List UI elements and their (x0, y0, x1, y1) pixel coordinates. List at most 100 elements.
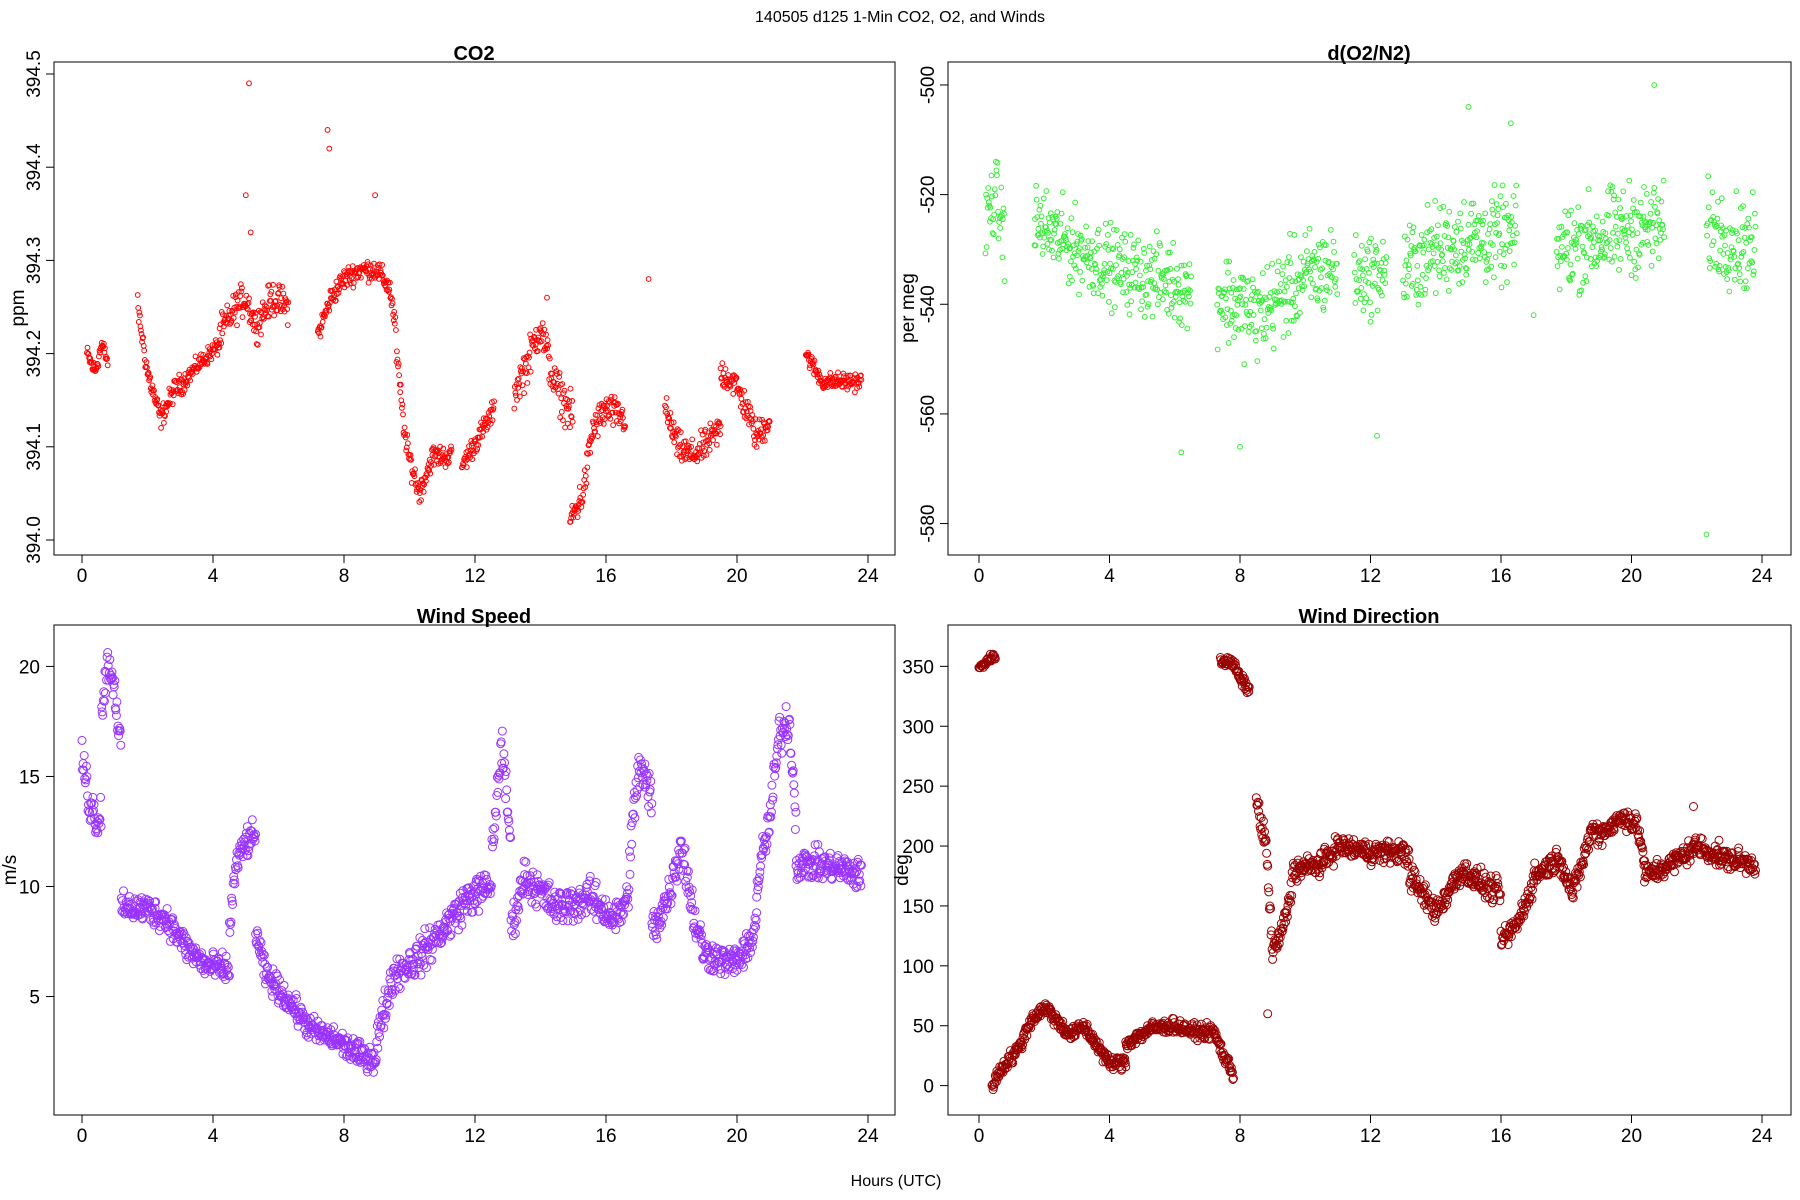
co2-point (169, 401, 176, 408)
o2-point (1506, 248, 1513, 255)
co2-point (754, 431, 761, 437)
o2-point (1311, 248, 1318, 255)
o2-point (1310, 280, 1316, 287)
wind_direction-y-tick-label: 350 (902, 657, 934, 678)
co2-point (267, 291, 274, 298)
co2-point (719, 360, 726, 367)
co2-point (349, 263, 356, 270)
co2-point (270, 281, 276, 288)
o2-point (1731, 276, 1738, 283)
o2-point (1099, 292, 1106, 299)
co2-point (463, 464, 470, 471)
o2-point (1605, 212, 1612, 219)
o2-point (1121, 231, 1128, 238)
o2-point (1240, 276, 1247, 283)
co2-point (358, 274, 364, 281)
o2-point (1463, 271, 1470, 278)
o2-point (1276, 288, 1283, 295)
co2-point (204, 361, 211, 367)
o2-point (1161, 276, 1167, 283)
o2-point (1153, 251, 1160, 258)
o2-point (1599, 218, 1606, 225)
co2-point (104, 362, 111, 369)
o2-point (1289, 278, 1296, 285)
co2-panel-title: CO2 (453, 43, 494, 65)
o2-point (1402, 262, 1409, 269)
o2-point (1718, 195, 1725, 202)
co2-point (750, 425, 757, 432)
o2-point (1443, 220, 1449, 227)
o2-point (1333, 260, 1340, 267)
o2-point (1307, 268, 1313, 275)
o2-point (1436, 273, 1443, 280)
o2-point (1597, 237, 1603, 244)
co2-point (557, 414, 564, 421)
co2-point (268, 288, 275, 295)
o2-point (1634, 230, 1641, 237)
co2-point (448, 446, 455, 453)
co2-point (271, 312, 278, 319)
o2-plot-frame (947, 61, 1792, 556)
co2-point (608, 393, 615, 400)
o2-point (1358, 242, 1365, 249)
o2-point (1298, 254, 1304, 261)
wind_speed-point (502, 785, 512, 795)
o2-point (1445, 288, 1452, 294)
o2-point (1059, 189, 1066, 196)
o2-point (1243, 296, 1249, 303)
o2-point (1431, 234, 1437, 241)
o2-point (1615, 230, 1621, 237)
wind_speed-point (499, 749, 509, 759)
o2-point (1187, 300, 1194, 307)
o2-point (1512, 202, 1519, 209)
o2-point (1648, 199, 1654, 205)
co2-point (380, 277, 387, 284)
co2-point (580, 491, 586, 498)
o2-point (1584, 254, 1590, 261)
o2-point (1512, 222, 1518, 229)
o2-point (1448, 267, 1455, 273)
co2-point (689, 436, 696, 443)
o2-point (1116, 246, 1123, 253)
o2-point (1032, 242, 1039, 249)
o2-point (1178, 449, 1185, 456)
o2-point (1225, 269, 1231, 276)
o2-point (1475, 213, 1482, 219)
o2-point (1426, 264, 1433, 271)
o2-point (1044, 241, 1051, 247)
o2-point (1588, 234, 1595, 241)
co2-point (731, 380, 738, 386)
o2-point (992, 192, 999, 199)
co2-point (140, 334, 147, 341)
o2-point (1127, 231, 1134, 238)
o2-point (1175, 276, 1181, 283)
o2-point (1565, 245, 1571, 251)
co2-y-tick-label: 394.0 (24, 516, 45, 564)
o2-point (1610, 229, 1616, 236)
o2-point (1493, 201, 1500, 208)
co2-point (399, 401, 406, 408)
co2-point (265, 313, 272, 320)
o2-point (1323, 242, 1329, 249)
co2-point (336, 286, 343, 293)
co2-point (411, 473, 418, 480)
o2-point (1068, 258, 1074, 265)
co2-point (253, 341, 260, 347)
co2-point (442, 455, 448, 461)
o2-point (1367, 318, 1374, 325)
co2-point (722, 366, 729, 372)
o2-points (982, 82, 1759, 538)
o2-point (1038, 213, 1045, 220)
co2-point (591, 425, 597, 432)
co2-point (677, 429, 684, 436)
o2-point (1327, 227, 1334, 233)
wind_speed-point (77, 735, 87, 745)
o2-point (1455, 218, 1461, 225)
o2-point (1268, 307, 1275, 314)
o2-point (1144, 262, 1150, 269)
o2-point (1095, 290, 1101, 297)
co2-point (581, 467, 588, 474)
co2-point (587, 449, 594, 456)
o2-point (1120, 276, 1127, 282)
co2-points (84, 80, 865, 525)
